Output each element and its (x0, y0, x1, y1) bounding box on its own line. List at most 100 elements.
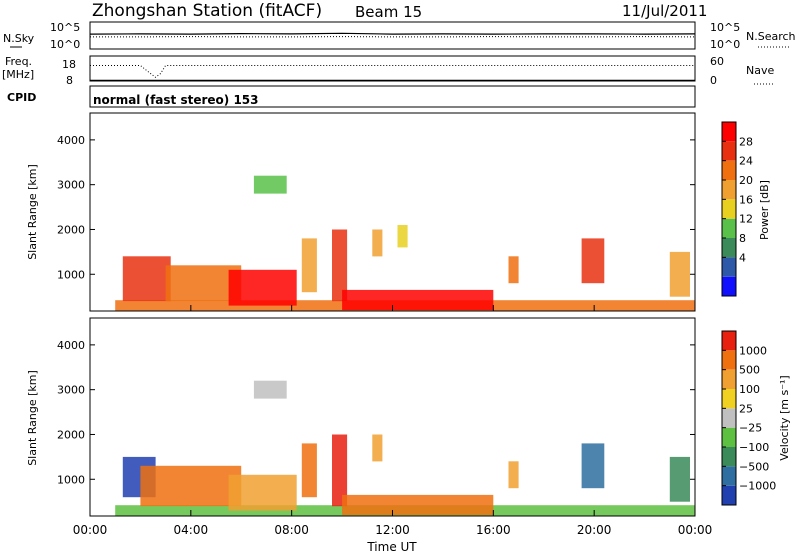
x-tick-label-4: 16:00 (476, 523, 511, 537)
data-patch-2 (140, 465, 242, 507)
colorbar-tick-label-1: 500 (739, 364, 760, 377)
colorbar-frame (721, 330, 737, 506)
colorbar-tick-label-1: 24 (739, 155, 753, 168)
velocity-colorbar: 1000 500 100 25 −25 −100 −500 −1000 (721, 330, 776, 506)
x-tick-label-5: 20:00 (577, 523, 612, 537)
y-tick-label-3: 4000 (57, 134, 85, 147)
data-patch-4 (253, 380, 287, 399)
colorbar-tick-label-7: −1000 (739, 480, 776, 493)
data-patch-7 (342, 494, 494, 516)
freq-panel: Freq. [MHz] 18 8 60 0 Nave (2, 55, 774, 87)
colorbar-step-0 (722, 276, 736, 296)
colorbar-step-3 (722, 427, 736, 447)
colorbar-step-1 (722, 466, 736, 486)
freq-right-label: Nave (746, 64, 774, 77)
colorbar-tick-label-2: 100 (739, 383, 760, 396)
cpid-label: CPID (7, 91, 36, 104)
data-patch-11 (669, 456, 690, 502)
y-tick-label-3: 4000 (57, 339, 85, 352)
velocity-y-label: Slant Range [km] (26, 370, 39, 466)
velocity-data (115, 380, 695, 516)
colorbar-tick-label-3: 16 (739, 193, 753, 206)
colorbar-tick-label-4: 12 (739, 213, 753, 226)
y-tick-label-2: 3000 (57, 384, 85, 397)
data-patch-7 (342, 289, 494, 311)
power-data (115, 175, 695, 311)
noise-left-tick-bottom: 10^0 (50, 38, 80, 51)
colorbar-step-2 (722, 238, 736, 258)
y-tick-label-1: 2000 (57, 428, 85, 441)
colorbar-step-7 (722, 141, 736, 161)
colorbar-step-8 (722, 122, 736, 142)
data-patch-3 (228, 269, 297, 306)
colorbar-step-4 (722, 199, 736, 219)
x-tick-label-1: 04:00 (174, 523, 209, 537)
colorbar-tick-label-0: 28 (739, 135, 753, 148)
colorbar-tick-label-2: 20 (739, 174, 753, 187)
time-axis-label: Time UT (366, 540, 417, 554)
data-patch-10 (508, 256, 519, 284)
noise-right-label: N.Search (746, 30, 796, 43)
power-panel: 1000 2000 3000 4000 Slant Range [km] 28 24 20… (26, 112, 771, 312)
cpid-value: normal (fast stereo) 153 (93, 93, 259, 107)
colorbar-tick-label-0: 1000 (739, 344, 767, 357)
colorbar-step-5 (722, 389, 736, 409)
colorbar-frame (721, 121, 737, 297)
x-tick-label-0: 00:00 (73, 523, 108, 537)
colorbar-step-2 (722, 447, 736, 467)
data-patch-1 (122, 256, 171, 302)
data-patch-4 (253, 175, 287, 194)
noise-right-tick-top: 10^5 (710, 21, 740, 34)
colorbar-step-0 (722, 485, 736, 505)
data-patch-8 (372, 434, 383, 462)
data-patch-8 (372, 229, 383, 257)
noise-left-tick-top: 10^5 (50, 21, 80, 34)
noise-sky-line (89, 32, 696, 35)
date-label: 11/Jul/2011 (622, 2, 707, 20)
colorbar-tick-label-5: 8 (739, 232, 746, 245)
data-patch-3 (228, 474, 297, 511)
colorbar-step-5 (722, 180, 736, 200)
noise-left-label: N.Sky (3, 32, 35, 45)
data-patch-6 (332, 229, 348, 302)
time-axis: 00:00 04:00 08:00 12:00 16:00 20:00 00:00 (73, 305, 713, 537)
y-tick-label-2: 3000 (57, 179, 85, 192)
colorbar-tick-label-6: −500 (739, 460, 769, 473)
data-patch-11 (581, 238, 605, 284)
freq-left-tick-bottom: 8 (66, 74, 73, 87)
freq-nave-line (90, 65, 695, 78)
colorbar-step-1 (722, 257, 736, 277)
power-y-axis: 1000 2000 3000 4000 (57, 134, 695, 281)
colorbar-step-6 (722, 369, 736, 389)
freq-right-tick-bottom: 0 (710, 74, 717, 87)
power-colorbar-label: Power [dB] (758, 180, 771, 240)
colorbar-tick-label-5: −100 (739, 441, 769, 454)
velocity-y-axis: 1000 2000 3000 4000 (57, 339, 695, 486)
colorbar-step-7 (722, 350, 736, 370)
colorbar-step-8 (722, 331, 736, 351)
freq-right-tick-top: 60 (710, 55, 724, 68)
y-tick-label-0: 1000 (57, 473, 85, 486)
velocity-colorbar-label: Velocity [m s⁻¹] (778, 375, 791, 460)
y-tick-label-1: 2000 (57, 223, 85, 236)
station-title: Zhongshan Station (fitACF) (92, 1, 322, 21)
colorbar-step-3 (722, 218, 736, 238)
freq-left-unit: [MHz] (2, 68, 34, 81)
x-tick-label-6: 00:00 (678, 523, 713, 537)
noise-right-tick-bottom: 10^0 (710, 38, 740, 51)
colorbar-step-6 (722, 160, 736, 180)
power-y-label: Slant Range [km] (26, 164, 39, 260)
colorbar-step-4 (722, 408, 736, 428)
x-tick-label-2: 08:00 (274, 523, 309, 537)
colorbar-tick-label-3: 25 (739, 402, 753, 415)
freq-left-tick-top: 18 (62, 58, 76, 71)
freq-left-label: Freq. (5, 55, 32, 68)
data-patch-12 (669, 251, 690, 297)
data-patch-10 (581, 443, 605, 489)
colorbar-tick-label-6: 4 (739, 251, 746, 264)
data-patch-6 (332, 434, 348, 507)
data-patch-5 (301, 238, 317, 293)
x-tick-label-3: 12:00 (375, 523, 410, 537)
data-patch-9 (397, 225, 408, 248)
